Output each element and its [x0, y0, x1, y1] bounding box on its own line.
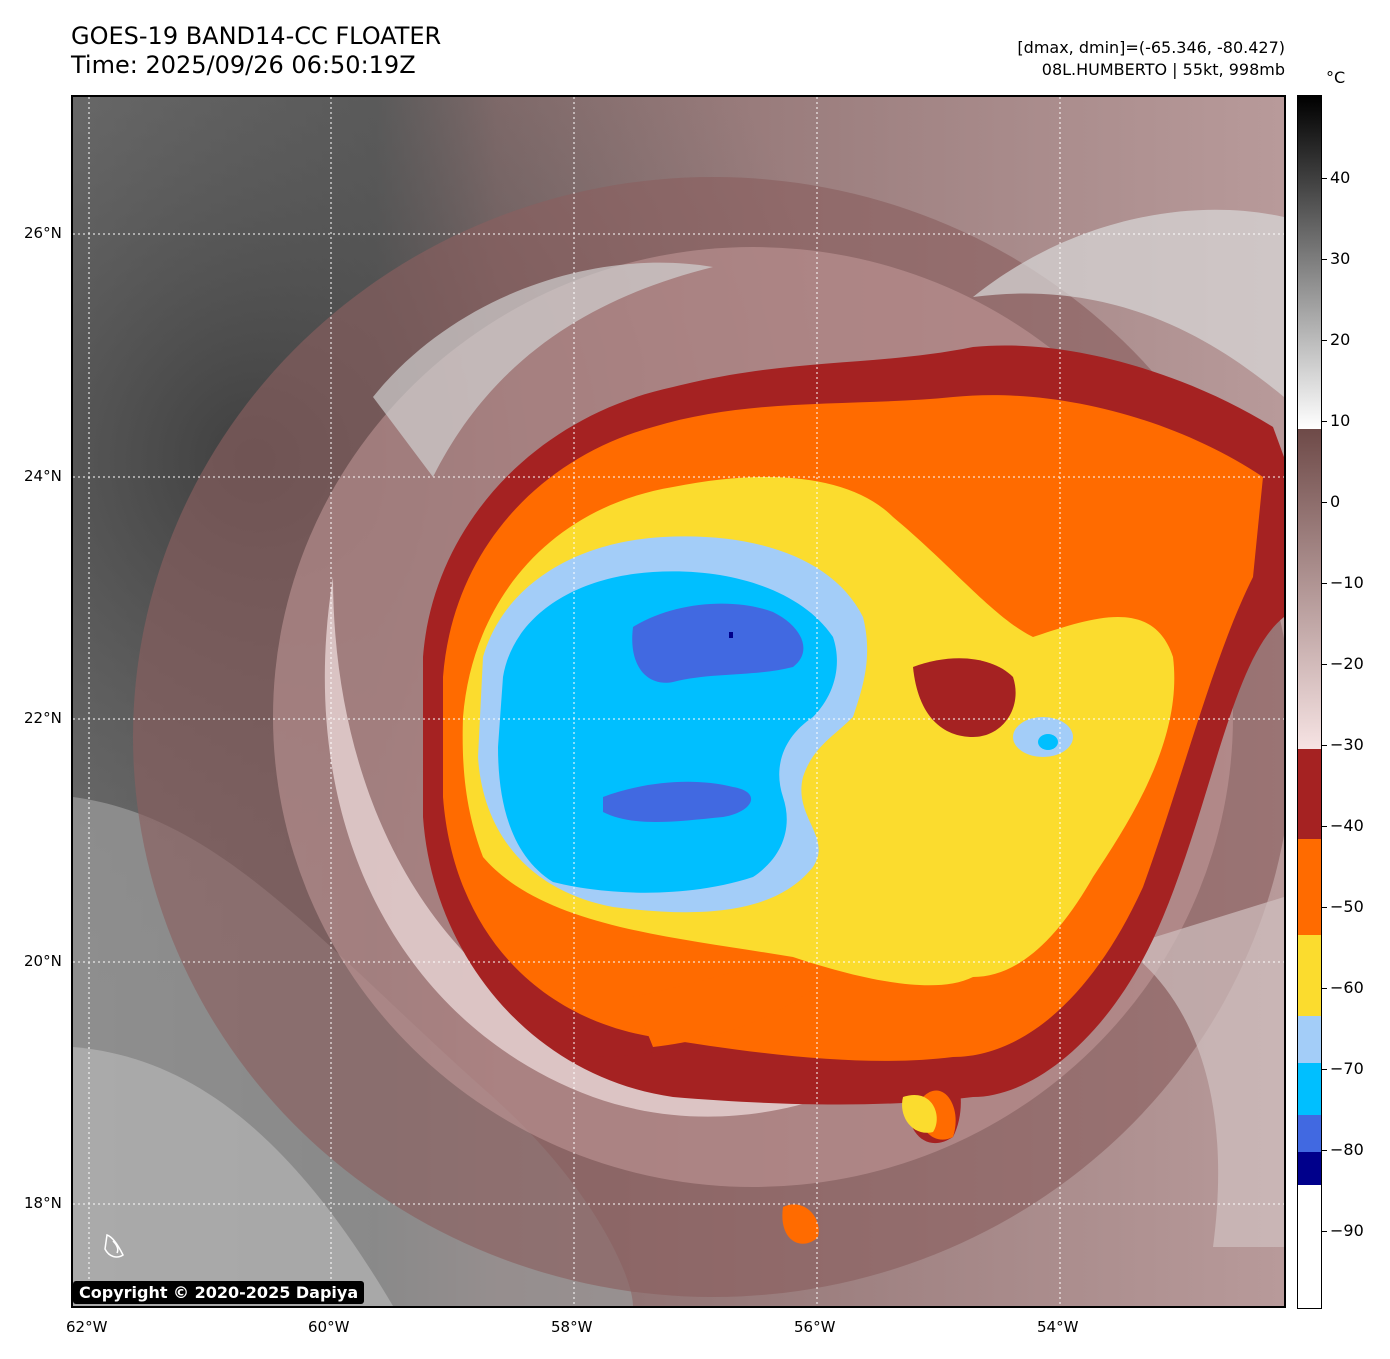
- spiral-band-north: [373, 262, 713, 477]
- colorbar-tick: [1322, 745, 1327, 746]
- colorbar-tick: [1322, 664, 1327, 665]
- observation-time: Time: 2025/09/26 06:50:19Z: [71, 51, 416, 79]
- coldest-tops-south: [603, 781, 752, 822]
- colorbar-tick: [1322, 1069, 1327, 1070]
- east-cold-spot-core: [1038, 734, 1058, 750]
- colorbar-tick: [1322, 907, 1327, 908]
- copyright-notice: Copyright © 2020-2025 Dapiya: [73, 1281, 365, 1304]
- colorbar-brown-segment: [1298, 429, 1321, 749]
- colorbar-dark-red-segment: [1298, 749, 1321, 839]
- colorbar-tick: [1322, 988, 1327, 989]
- colorbar-label-40: 40: [1330, 168, 1351, 187]
- colorbar-tick: [1322, 1150, 1327, 1151]
- lat-label-18: 18°N: [24, 1194, 62, 1212]
- cell-yellow: [902, 1095, 937, 1133]
- colorbar-label-minus30: −30: [1330, 735, 1364, 754]
- satellite-image: [71, 95, 1286, 1308]
- lon-label-58: 58°W: [551, 1318, 593, 1336]
- lon-label-54: 54°W: [1037, 1318, 1079, 1336]
- lat-label-20: 20°N: [24, 952, 62, 970]
- colorbar-label-30: 30: [1330, 249, 1351, 268]
- lat-label-22: 22°N: [24, 709, 62, 727]
- colorbar-tick: [1322, 502, 1327, 503]
- colorbar-scale: [1298, 96, 1321, 1308]
- colorbar-orange-segment: [1298, 839, 1321, 935]
- colorbar-tick: [1322, 259, 1327, 260]
- colorbar-label-0: 0: [1330, 492, 1341, 511]
- cirrus-southeast: [1123, 897, 1284, 1247]
- data-range: [dmax, dmin]=(-65.346, -80.427): [1017, 38, 1285, 57]
- low-cloud-field-bright: [73, 1047, 393, 1306]
- infrared-imagery: [73, 97, 1284, 1306]
- colorbar-navy-segment: [1298, 1152, 1321, 1185]
- product-title: GOES-19 BAND14-CC FLOATER: [71, 22, 442, 50]
- lat-label-24: 24°N: [24, 467, 62, 485]
- colorbar-white-segment: [1298, 1185, 1321, 1308]
- colorbar-tick: [1322, 826, 1327, 827]
- colorbar-label-minus70: −70: [1330, 1059, 1364, 1078]
- cirrus-northeast: [973, 209, 1284, 397]
- colorbar-grey-segment: [1298, 96, 1321, 429]
- colorbar-tick: [1322, 421, 1327, 422]
- colorbar-label-minus50: −50: [1330, 897, 1364, 916]
- colorbar-cyan-segment: [1298, 1063, 1321, 1115]
- colorbar-label-minus20: −20: [1330, 654, 1364, 673]
- colorbar-tick: [1322, 1231, 1327, 1232]
- colorbar-label-minus10: −10: [1330, 573, 1364, 592]
- colorbar-tick: [1322, 583, 1327, 584]
- storm-info: 08L.HUMBERTO | 55kt, 998mb: [1041, 60, 1285, 79]
- colorbar-tick: [1322, 340, 1327, 341]
- colorbar-label-20: 20: [1330, 330, 1351, 349]
- embedded-warm-patch: [913, 658, 1016, 737]
- colorbar-royal-blue-segment: [1298, 1115, 1321, 1152]
- graticule: [73, 97, 1284, 1306]
- lon-label-60: 60°W: [308, 1318, 350, 1336]
- coldest-pixel: [729, 632, 733, 638]
- isolated-cell: [782, 1204, 819, 1244]
- colorbar-label-minus60: −60: [1330, 978, 1364, 997]
- lon-label-62: 62°W: [66, 1318, 108, 1336]
- colorbar-label-minus90: −90: [1330, 1221, 1364, 1240]
- lon-label-56: 56°W: [794, 1318, 836, 1336]
- colorbar-label-minus40: −40: [1330, 816, 1364, 835]
- coldest-tops-north: [632, 603, 804, 683]
- dapiya-logo-icon: [104, 1234, 124, 1258]
- colorbar-light-blue-segment: [1298, 1016, 1321, 1063]
- colorbar-yellow-segment: [1298, 935, 1321, 1016]
- colorbar-tick: [1322, 178, 1327, 179]
- colorbar-label-minus80: −80: [1330, 1140, 1364, 1159]
- colorbar-unit: °C: [1326, 68, 1346, 87]
- colorbar-label-10: 10: [1330, 411, 1351, 430]
- colorbar: [1297, 95, 1322, 1309]
- lat-label-26: 26°N: [24, 224, 62, 242]
